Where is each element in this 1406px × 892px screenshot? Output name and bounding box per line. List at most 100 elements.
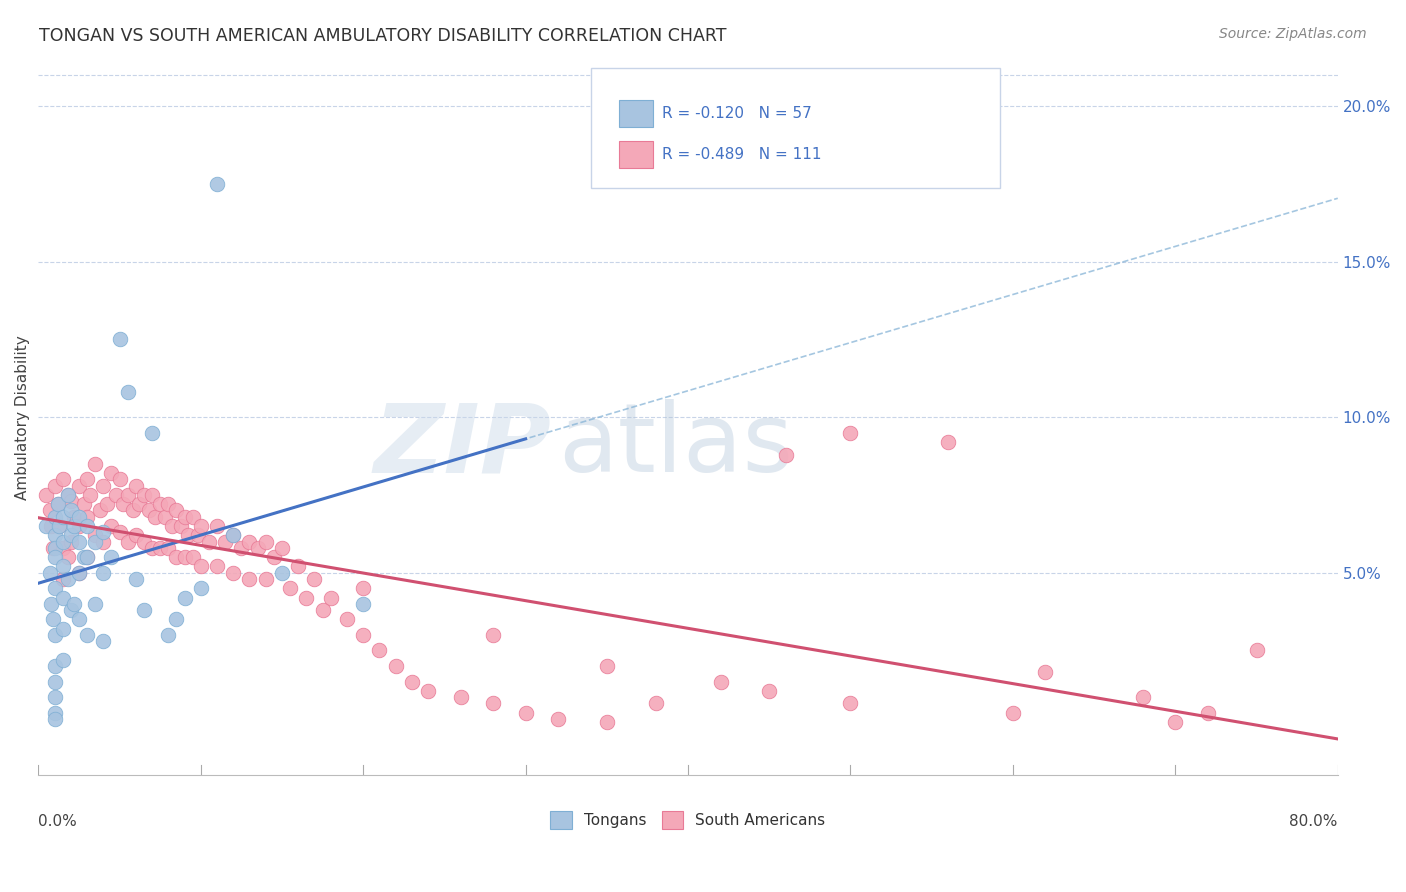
- Point: [644, 696, 666, 710]
- Text: ZIP: ZIP: [374, 400, 551, 492]
- Point: [278, 581, 301, 595]
- Point: [91, 634, 114, 648]
- Point: [295, 591, 318, 605]
- Point: [67, 612, 90, 626]
- Point: [44, 541, 66, 555]
- Point: [76, 472, 98, 486]
- Point: [205, 177, 228, 191]
- Point: [190, 581, 212, 595]
- Point: [76, 509, 98, 524]
- Point: [222, 528, 245, 542]
- Point: [52, 509, 75, 524]
- Point: [48, 519, 70, 533]
- Point: [173, 591, 195, 605]
- Point: [100, 550, 122, 565]
- Point: [38, 503, 60, 517]
- Point: [67, 534, 90, 549]
- Point: [117, 488, 139, 502]
- Point: [271, 541, 294, 555]
- Point: [1001, 706, 1024, 720]
- Point: [91, 525, 114, 540]
- Point: [596, 714, 619, 729]
- Point: [1197, 706, 1219, 720]
- Point: [482, 696, 505, 710]
- Point: [84, 597, 107, 611]
- Point: [205, 519, 228, 533]
- Text: R = -0.120   N = 57: R = -0.120 N = 57: [662, 106, 811, 120]
- Point: [271, 566, 294, 580]
- Point: [336, 612, 359, 626]
- Point: [125, 478, 148, 492]
- Point: [76, 550, 98, 565]
- Point: [311, 603, 333, 617]
- Point: [63, 519, 86, 533]
- Point: [52, 541, 75, 555]
- Point: [758, 683, 780, 698]
- Point: [52, 653, 75, 667]
- Point: [319, 591, 342, 605]
- Point: [108, 525, 131, 540]
- Point: [190, 519, 212, 533]
- Point: [709, 674, 731, 689]
- Point: [128, 497, 150, 511]
- Point: [91, 534, 114, 549]
- Point: [52, 559, 75, 574]
- Point: [52, 591, 75, 605]
- Point: [125, 528, 148, 542]
- Y-axis label: Ambulatory Disability: Ambulatory Disability: [15, 334, 30, 500]
- Point: [254, 534, 277, 549]
- Point: [775, 448, 797, 462]
- Point: [38, 566, 60, 580]
- Point: [44, 550, 66, 565]
- Point: [121, 503, 143, 517]
- Point: [56, 488, 79, 502]
- Point: [1035, 665, 1057, 680]
- Point: [222, 566, 245, 580]
- Point: [143, 509, 166, 524]
- Point: [153, 509, 176, 524]
- Text: 80.0%: 80.0%: [1289, 814, 1337, 830]
- Point: [149, 497, 172, 511]
- Point: [246, 541, 269, 555]
- Point: [141, 488, 163, 502]
- Point: [160, 519, 183, 533]
- Point: [44, 528, 66, 542]
- Point: [238, 534, 260, 549]
- Point: [44, 706, 66, 720]
- Point: [96, 497, 118, 511]
- Point: [41, 519, 63, 533]
- Point: [1246, 643, 1268, 657]
- Point: [76, 519, 98, 533]
- Point: [59, 503, 82, 517]
- Text: atlas: atlas: [558, 400, 793, 492]
- Point: [157, 628, 180, 642]
- Point: [46, 497, 69, 511]
- Point: [44, 478, 66, 492]
- Point: [141, 541, 163, 555]
- FancyBboxPatch shape: [619, 100, 652, 127]
- Point: [157, 541, 180, 555]
- Point: [108, 333, 131, 347]
- Point: [59, 534, 82, 549]
- Point: [177, 528, 200, 542]
- Point: [132, 603, 155, 617]
- Point: [100, 519, 122, 533]
- Point: [1132, 690, 1154, 704]
- Point: [56, 572, 79, 586]
- Point: [67, 519, 90, 533]
- Point: [839, 696, 862, 710]
- Point: [48, 519, 70, 533]
- Point: [198, 534, 221, 549]
- Point: [84, 528, 107, 542]
- Text: Source: ZipAtlas.com: Source: ZipAtlas.com: [1219, 27, 1367, 41]
- Point: [56, 488, 79, 502]
- Point: [1164, 714, 1187, 729]
- Point: [352, 597, 374, 611]
- Point: [35, 488, 58, 502]
- Point: [46, 497, 69, 511]
- Point: [368, 643, 391, 657]
- Point: [515, 706, 537, 720]
- Point: [73, 550, 96, 565]
- Point: [44, 659, 66, 673]
- Point: [254, 572, 277, 586]
